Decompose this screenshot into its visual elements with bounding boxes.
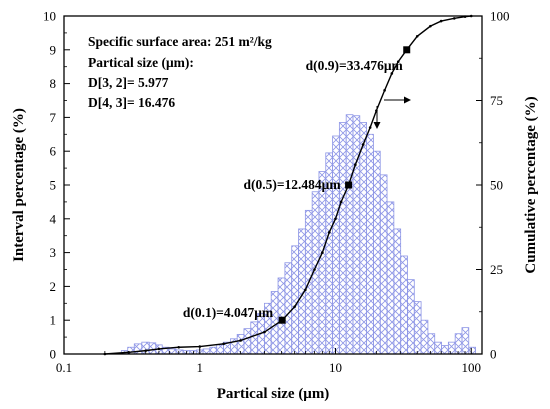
- left-y-tick-label: 8: [50, 76, 57, 91]
- interval-bar: [373, 150, 381, 355]
- interval-bar: [250, 321, 259, 355]
- interval-bar: [284, 262, 293, 355]
- particle-size-heading: Partical size (μm):: [88, 55, 194, 70]
- interval-bar: [393, 228, 402, 355]
- percentile-marker: [278, 316, 286, 324]
- interval-bar: [468, 346, 476, 355]
- right-y-tick-label: 25: [490, 262, 503, 277]
- cumulative-point: [439, 19, 443, 23]
- interval-bar: [277, 277, 286, 355]
- interval-bar: [345, 114, 354, 355]
- percentile-marker: [345, 181, 353, 189]
- x-tick-label: 100: [462, 360, 482, 375]
- cumulative-point: [334, 217, 337, 221]
- cumulative-curve-layer: [103, 14, 473, 356]
- interval-bar: [441, 345, 449, 355]
- interval-bar: [366, 133, 374, 355]
- interval-bar: [209, 346, 218, 355]
- cumulative-point: [429, 24, 432, 28]
- interval-bar: [216, 344, 224, 355]
- cumulative-curve: [104, 15, 472, 355]
- cumulative-point: [177, 345, 181, 349]
- percentile-label: d(0.5)=12.484μm: [243, 177, 341, 192]
- cumulative-point: [222, 342, 225, 346]
- interval-bar: [291, 245, 299, 355]
- interval-bar: [148, 342, 157, 355]
- cumulative-point: [293, 305, 296, 308]
- interval-bar: [454, 333, 463, 355]
- interval-bar: [420, 319, 429, 355]
- cumulative-point: [313, 268, 316, 271]
- x-tick-label: 1: [197, 360, 204, 375]
- right-y-tick-label: 50: [490, 178, 503, 193]
- percentile-label: d(0.1)=4.047μm: [183, 305, 274, 320]
- left-y-tick-label: 1: [50, 313, 57, 328]
- surface-area-label: Specific surface area: 251 m²/kg: [88, 34, 272, 49]
- cumulative-point: [361, 143, 365, 146]
- interval-bar: [461, 327, 470, 355]
- left-y-tick-label: 5: [50, 178, 57, 193]
- interval-bar: [413, 301, 422, 355]
- cumulative-point: [383, 89, 386, 92]
- interval-bar: [359, 122, 368, 355]
- left-y-tick-label: 0: [50, 347, 57, 362]
- left-y-tick-label: 2: [50, 279, 57, 294]
- percentile-markers: d(0.1)=4.047μm d(0.5)=12.484μm d(0.9)=33.4…: [183, 46, 411, 324]
- interval-bar: [168, 348, 177, 355]
- right-arrowhead-icon: [404, 96, 411, 104]
- interval-bar: [434, 341, 442, 355]
- interval-bar: [427, 333, 436, 355]
- interval-bar: [447, 341, 456, 355]
- cumulative-point: [452, 17, 456, 20]
- x-axis-title: Partical size (μm): [217, 386, 330, 402]
- interval-bar: [400, 255, 408, 355]
- cumulative-point: [368, 126, 372, 129]
- interval-bar: [352, 115, 361, 355]
- cumulative-point: [415, 34, 419, 38]
- left-y-axis-title: Interval percentage (%): [11, 108, 27, 262]
- cumulative-point: [396, 60, 400, 63]
- cumulative-point: [144, 349, 148, 352]
- cumulative-point: [157, 347, 161, 351]
- x-tick-label: 0.1: [56, 360, 72, 375]
- right-y-tick-label: 0: [490, 347, 497, 362]
- down-arrowhead-icon: [373, 122, 381, 129]
- interval-bar: [270, 291, 279, 355]
- cumulative-point: [354, 163, 357, 167]
- d32-label: D[3, 2]= 5.977: [88, 75, 169, 90]
- interval-bar: [243, 328, 252, 355]
- left-y-tick-label: 4: [50, 211, 57, 226]
- interval-bar: [407, 279, 415, 355]
- cumulative-point: [198, 345, 202, 348]
- right-y-tick-label: 75: [490, 93, 503, 108]
- interval-bar: [386, 201, 395, 355]
- d43-label: D[4, 3]= 16.476: [88, 95, 175, 110]
- interval-bar: [332, 135, 340, 355]
- cumulative-point: [304, 288, 307, 292]
- interval-bar: [379, 174, 388, 355]
- left-y-tick-label: 6: [50, 144, 57, 159]
- right-y-axis-title: Cumulative percentage (%): [523, 96, 539, 273]
- percentile-marker: [403, 46, 411, 54]
- left-y-tick-label: 7: [50, 110, 57, 125]
- right-y-tick-label: 100: [490, 9, 510, 24]
- cumulative-point: [327, 231, 331, 234]
- interval-bar: [133, 343, 143, 355]
- x-tick-label: 10: [329, 360, 342, 375]
- cumulative-point: [239, 339, 242, 342]
- interval-bar: [202, 348, 211, 355]
- left-y-tick-label: 10: [43, 9, 56, 24]
- interval-bar: [338, 122, 347, 355]
- cumulative-point: [390, 72, 394, 75]
- left-y-tick-label: 9: [50, 42, 57, 57]
- cumulative-point: [321, 251, 324, 254]
- cumulative-point: [339, 200, 343, 204]
- left-y-tick-label: 3: [50, 245, 57, 260]
- cumulative-point: [263, 330, 266, 334]
- interval-bar: [318, 171, 327, 355]
- percentile-label: d(0.9)=33.476μm: [306, 58, 404, 73]
